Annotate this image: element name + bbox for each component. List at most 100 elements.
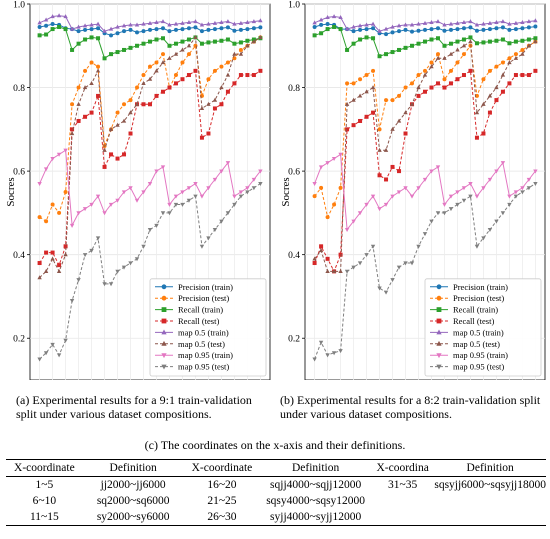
data-point <box>487 177 493 182</box>
data-point <box>513 52 518 57</box>
data-point <box>206 236 211 241</box>
data-point <box>507 21 512 26</box>
data-point <box>500 25 505 30</box>
data-point <box>481 40 486 45</box>
data-point <box>141 80 146 85</box>
data-point <box>69 223 75 228</box>
legend-entry: map 0.95 (test) <box>178 362 229 372</box>
data-point <box>325 353 330 358</box>
data-point <box>50 256 55 261</box>
data-point <box>50 156 55 161</box>
data-point <box>319 244 324 249</box>
series-map-0-5-test <box>312 39 538 273</box>
data-point <box>83 37 88 42</box>
data-point <box>89 27 94 32</box>
data-point <box>455 190 460 195</box>
data-point <box>396 23 402 28</box>
data-point <box>180 20 185 25</box>
data-point <box>258 25 263 30</box>
data-point <box>435 36 440 41</box>
data-point <box>238 20 244 25</box>
y-tick-label: 0.2 <box>288 335 300 345</box>
data-point <box>487 39 492 44</box>
data-point <box>377 207 382 212</box>
legend-entry: map 0.95 (train) <box>453 350 508 360</box>
data-point <box>238 40 243 45</box>
data-point <box>154 37 159 42</box>
data-point <box>147 20 153 25</box>
data-point <box>135 43 140 48</box>
data-point <box>331 14 337 19</box>
data-point <box>212 106 217 111</box>
data-point <box>533 182 538 187</box>
data-point <box>70 47 75 52</box>
chart-b: 0.2 0.4 0.6 0.8 1.0 Socres Precision (train)Pr… <box>280 1 546 380</box>
data-point <box>82 23 88 28</box>
data-point <box>435 165 441 170</box>
data-point <box>37 182 42 187</box>
data-point <box>461 198 467 203</box>
data-point <box>148 27 152 32</box>
data-point <box>312 357 317 362</box>
data-point <box>455 20 460 25</box>
data-point <box>56 268 62 273</box>
data-point <box>180 47 185 52</box>
data-point <box>238 73 243 78</box>
data-point <box>370 244 376 249</box>
data-point <box>500 60 505 65</box>
data-point <box>494 19 499 24</box>
data-point <box>455 47 460 52</box>
data-point <box>429 19 434 24</box>
data-point <box>435 211 441 216</box>
data-point <box>409 101 415 106</box>
legend-entry: Precision (test) <box>178 293 229 303</box>
data-point <box>312 261 317 266</box>
data-point <box>63 27 68 32</box>
data-point <box>403 27 408 32</box>
data-point <box>232 28 237 33</box>
data-point <box>37 24 42 29</box>
data-point <box>245 38 250 43</box>
data-point <box>102 147 107 152</box>
data-point <box>109 33 114 38</box>
data-point <box>325 22 330 27</box>
data-point <box>312 24 317 29</box>
data-point <box>193 68 198 73</box>
data-point <box>232 194 237 199</box>
data-point <box>383 290 389 295</box>
table-cell: syjj4000~syjj12000 <box>260 509 371 526</box>
data-point <box>122 102 127 107</box>
data-point <box>500 72 506 77</box>
data-point <box>533 24 538 29</box>
data-point <box>325 14 330 19</box>
data-point <box>160 36 165 41</box>
data-point <box>37 215 42 220</box>
data-point <box>526 37 531 42</box>
data-point <box>487 93 493 98</box>
table-cell: sq2000~sq6000 <box>96 495 170 507</box>
data-point <box>520 51 525 56</box>
legend-entry: Precision (train) <box>178 282 233 292</box>
data-point <box>102 282 107 287</box>
data-point <box>225 211 231 216</box>
data-point <box>533 18 538 23</box>
data-point <box>76 101 81 106</box>
data-point <box>332 24 337 29</box>
data-point <box>50 342 55 347</box>
legend-entry: map 0.95 (train) <box>178 350 233 360</box>
data-point <box>160 165 166 170</box>
data-point <box>206 101 211 106</box>
data-point <box>135 30 140 35</box>
data-point <box>56 13 62 18</box>
coordinate-definitions-table: X-coordinate Definition X-coordinate Def… <box>6 459 546 526</box>
data-point <box>448 51 454 56</box>
data-point <box>63 252 68 257</box>
data-point <box>526 177 532 182</box>
data-point <box>141 190 146 195</box>
data-point <box>232 202 237 207</box>
data-point <box>219 169 224 174</box>
data-point <box>331 268 337 273</box>
data-point <box>384 177 389 182</box>
legend-marker <box>436 307 442 312</box>
y-tick-label: 0.4 <box>13 251 25 261</box>
